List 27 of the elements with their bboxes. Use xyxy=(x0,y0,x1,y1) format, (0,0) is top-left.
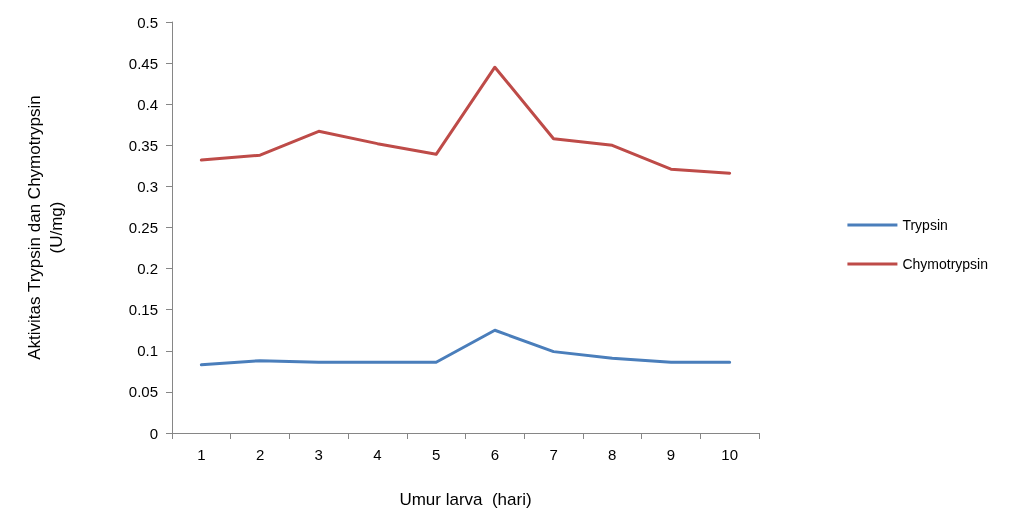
y-tick-label: 0.2 xyxy=(137,260,158,278)
y-tick-label: 0.25 xyxy=(128,219,158,236)
y-axis-title: Aktivitas Trypsin dan Chymotrypsin (U/mg) xyxy=(24,95,66,360)
x-axis-title: Umur larva (hari) xyxy=(399,490,532,509)
x-tick-label: 9 xyxy=(666,446,676,463)
y-tick-label: 0.1 xyxy=(137,342,158,360)
legend-label: Chymotrypsin xyxy=(902,256,989,272)
line-series xyxy=(199,65,732,175)
y-tick-label: 0.3 xyxy=(137,177,158,195)
x-tick-label: 3 xyxy=(314,446,323,463)
legend-label: Trypsin xyxy=(902,217,948,233)
x-tick-label: 2 xyxy=(255,446,265,463)
x-tick-label: 1 xyxy=(197,446,206,463)
x-tick-label: 5 xyxy=(431,446,441,463)
y-tick-label: 0 xyxy=(149,424,158,442)
x-tick-label: 7 xyxy=(549,446,558,463)
y-tick-label: 0.45 xyxy=(128,54,158,72)
y-tick-label: 0.4 xyxy=(137,95,158,113)
x-tick-label: 8 xyxy=(608,446,617,463)
y-tick-label: 0.35 xyxy=(128,136,158,154)
x-tick-label: 4 xyxy=(373,446,382,463)
y-tick-label: 0.15 xyxy=(128,301,158,319)
x-tick-label: 10 xyxy=(721,446,738,463)
y-tick-label: 0.5 xyxy=(137,13,158,31)
line-series xyxy=(199,328,732,367)
x-tick-label: 6 xyxy=(490,446,500,463)
y-tick-label: 0.05 xyxy=(128,383,158,401)
